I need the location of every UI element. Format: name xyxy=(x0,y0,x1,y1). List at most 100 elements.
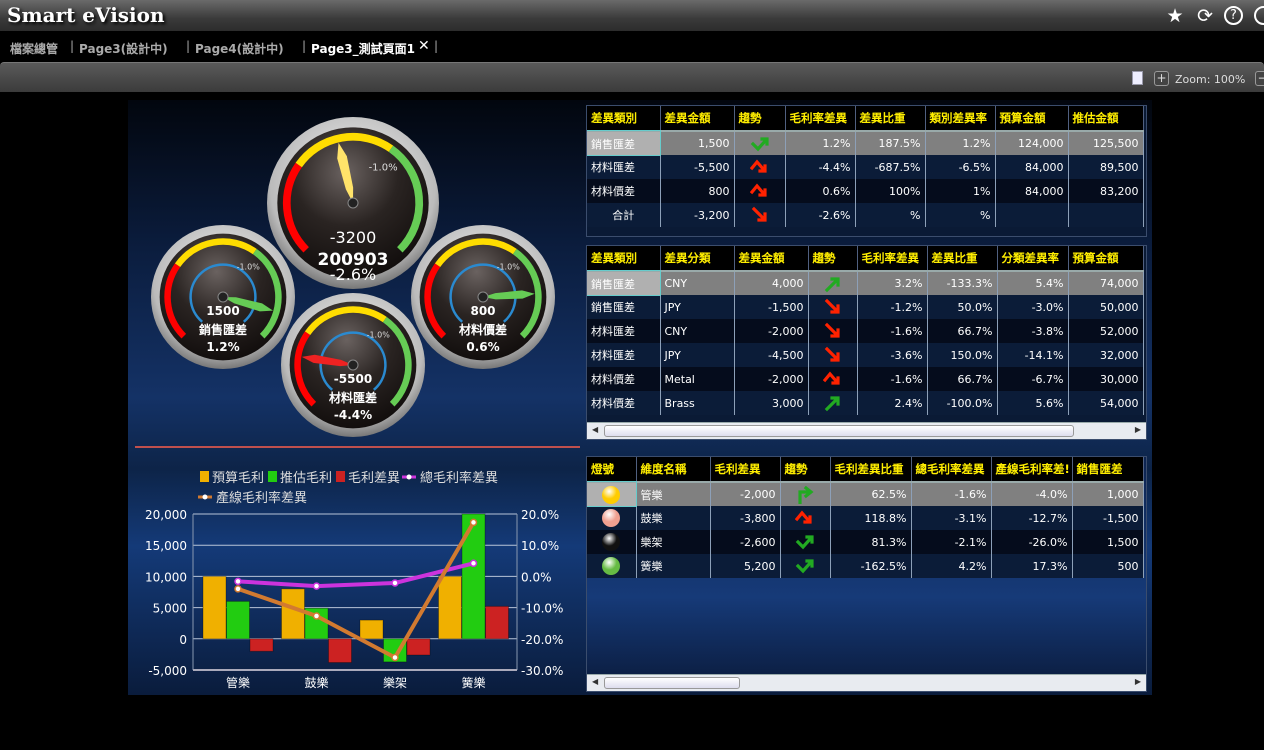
table-row[interactable]: 樂架 -2,600 81.3% -2.1% -26.0% 1,500 xyxy=(587,530,1144,554)
star-icon[interactable]: ★ xyxy=(1166,5,1184,27)
table-cell: 66.7% xyxy=(927,367,998,391)
trend-peak-down-icon xyxy=(822,371,840,385)
table-cell: -1.6% xyxy=(857,319,928,343)
column-header[interactable]: 趨勢 xyxy=(734,106,786,132)
table-row[interactable]: 銷售匯差 1,500 1.2% 187.5% 1.2% 124,000 125,500 xyxy=(587,130,1144,156)
app-title: Smart eVision xyxy=(7,3,165,27)
column-header[interactable]: 產線毛利率差! xyxy=(991,457,1073,483)
column-header[interactable]: 毛利率差異 xyxy=(785,106,856,132)
table-row[interactable]: 合計 -3,200 -2.6%%% xyxy=(587,203,1144,227)
table-row[interactable]: 材料匯差 -5,500 -4.4% -687.5% -6.5% 84,000 89,500 xyxy=(587,155,1144,179)
column-header[interactable]: 差異金額 xyxy=(734,246,809,272)
column-header[interactable]: 銷售匯差 xyxy=(1072,457,1144,483)
zoom-out-button[interactable]: − xyxy=(1255,71,1264,86)
table-cell: -2.6% xyxy=(785,203,856,227)
column-header[interactable]: 總毛利率差異 xyxy=(911,457,992,483)
column-header[interactable]: 預算金額 xyxy=(1068,246,1144,272)
zoom-in-button[interactable]: + xyxy=(1154,71,1169,86)
table-cell xyxy=(1068,203,1144,227)
bar-毛利差異 xyxy=(485,605,509,640)
table-row[interactable]: 管樂 -2,000 62.5% -1.6% -4.0% 1,000 xyxy=(587,481,1144,507)
trend-up-icon xyxy=(824,396,840,412)
tab-page3-test[interactable]: Page3_測試頁面1 xyxy=(311,42,415,56)
tab-page4[interactable]: Page4(設計中) xyxy=(195,42,284,56)
table-cell: -3,200 xyxy=(660,203,735,227)
column-header[interactable]: 預算金額 xyxy=(995,106,1069,132)
legend-swatch xyxy=(268,471,277,482)
table-row[interactable]: 簧樂 5,200 -162.5% 4.2% 17.3% 500 xyxy=(587,554,1144,578)
column-header[interactable]: 毛利差異 xyxy=(710,457,781,483)
column-header[interactable]: 燈號 xyxy=(587,457,637,483)
horizontal-scrollbar[interactable]: ◀ ▶ xyxy=(587,674,1146,691)
y-tick-label: 0 xyxy=(179,633,187,647)
gauge-hub xyxy=(217,291,229,303)
gauge-value: -5500 xyxy=(334,372,372,386)
close-tab-icon[interactable]: ✕ xyxy=(418,38,430,54)
table-row[interactable]: 材料匯差 JPY -4,500 -3.6% 150.0% -14.1% 32,000 xyxy=(587,343,1144,367)
legend-label: 總毛利率差異 xyxy=(420,470,498,486)
tab-page3[interactable]: Page3(設計中) xyxy=(79,42,168,56)
table-cell: -3.1% xyxy=(911,506,992,530)
column-header[interactable]: 維度名稱 xyxy=(636,457,711,483)
column-header[interactable]: 推估金額 xyxy=(1068,106,1144,132)
table-cell: 5.4% xyxy=(997,271,1069,295)
gauge-sales: -1.0% 1500 銷售匯差 1.2% xyxy=(151,225,295,369)
table-row[interactable]: 銷售匯差 CNY 4,000 3.2% -133.3% 5.4% 74,000 xyxy=(587,270,1144,296)
legend-label: 推估毛利 xyxy=(280,471,332,486)
gauge-yellow-band xyxy=(295,132,394,168)
table-cell: -12.7% xyxy=(991,506,1073,530)
column-header[interactable]: 趨勢 xyxy=(808,246,858,272)
trend-cell xyxy=(734,179,786,203)
point-產線毛利率差異 xyxy=(312,612,321,620)
table-cell: 83,200 xyxy=(1068,179,1144,203)
column-header[interactable]: 毛利差異比重 xyxy=(830,457,912,483)
table-cell: 84,000 xyxy=(995,179,1069,203)
table-row[interactable]: 材料價差 Metal -2,000 -1.6% 66.7% -6.7% 30,000 xyxy=(587,367,1144,391)
table-row[interactable]: 材料價差 800 0.6% 100% 1% 84,000 83,200 xyxy=(587,179,1144,203)
table-cell: -1,500 xyxy=(734,295,809,319)
table-cell: 樂架 xyxy=(636,530,711,554)
table-cell: 5.6% xyxy=(997,391,1069,415)
table-row[interactable]: 材料匯差 CNY -2,000 -1.6% 66.7% -3.8% 52,000 xyxy=(587,319,1144,343)
page-icon[interactable] xyxy=(1132,71,1143,85)
point-產線毛利率差異 xyxy=(391,653,399,662)
column-header[interactable]: 差異比重 xyxy=(927,246,998,272)
column-header[interactable]: 分類差異率 xyxy=(997,246,1069,272)
table-cell: 材料匯差 xyxy=(587,319,661,343)
gauge-needle xyxy=(337,142,354,203)
table-cell: -3.0% xyxy=(997,295,1069,319)
table-cell: 118.8% xyxy=(830,506,912,530)
gauge-red-band xyxy=(164,263,187,339)
gauge-hub xyxy=(347,197,359,209)
refresh-icon[interactable]: ⟳ xyxy=(1197,5,1213,27)
table-cell: -2.1% xyxy=(911,530,992,554)
help-icon[interactable]: ? xyxy=(1224,6,1243,25)
column-header[interactable]: 差異比重 xyxy=(855,106,926,132)
table-row[interactable]: 鼓樂 -3,800 118.8% -3.1% -12.7% -1,500 xyxy=(587,506,1144,530)
column-header[interactable]: 差異分類 xyxy=(660,246,735,272)
column-header[interactable]: 差異類別 xyxy=(587,246,661,272)
table-cell: -162.5% xyxy=(830,554,912,578)
gauge-percent: 1.2% xyxy=(206,340,239,354)
column-header[interactable]: 差異金額 xyxy=(660,106,735,132)
gauge-hub xyxy=(347,359,359,371)
column-header[interactable]: 差異類別 xyxy=(587,106,661,132)
column-header[interactable]: 類別差異率 xyxy=(925,106,996,132)
gauge-value: -3200 xyxy=(330,228,377,247)
scrollbar-thumb[interactable] xyxy=(604,425,1074,437)
table-row[interactable]: 材料價差 Brass 3,000 2.4% -100.0% 5.6% 54,000 xyxy=(587,391,1144,415)
y2-tick-label: -20.0% xyxy=(521,633,563,647)
column-header[interactable]: 毛利率差異 xyxy=(857,246,928,272)
horizontal-scrollbar[interactable]: ◀ ▶ xyxy=(587,422,1146,439)
table-row[interactable]: 銷售匯差 JPY -1,500 -1.2% 50.0% -3.0% 50,000 xyxy=(587,295,1144,319)
status-light-cell xyxy=(587,530,637,554)
power-icon[interactable] xyxy=(1254,6,1264,25)
trend-check-up-icon xyxy=(795,559,814,574)
scrollbar-thumb[interactable] xyxy=(604,677,740,689)
table-cell: 1,500 xyxy=(1072,530,1144,554)
x-tick-label: 樂架 xyxy=(383,675,407,690)
product-line-table: 燈號 維度名稱 毛利差異 趨勢 毛利差異比重 總毛利率差異 產線毛利率差! 銷售匯差 管樂 -2,… xyxy=(586,456,1147,692)
column-header[interactable]: 趨勢 xyxy=(780,457,831,483)
tab-file-manager[interactable]: 檔案總管 xyxy=(10,42,59,56)
y-tick-label: 20,000 xyxy=(145,508,187,522)
